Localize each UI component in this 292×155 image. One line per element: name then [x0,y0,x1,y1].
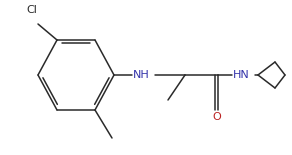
Text: HN: HN [233,70,250,80]
Text: Cl: Cl [26,5,37,15]
Text: NH: NH [133,70,150,80]
Text: O: O [213,112,221,122]
